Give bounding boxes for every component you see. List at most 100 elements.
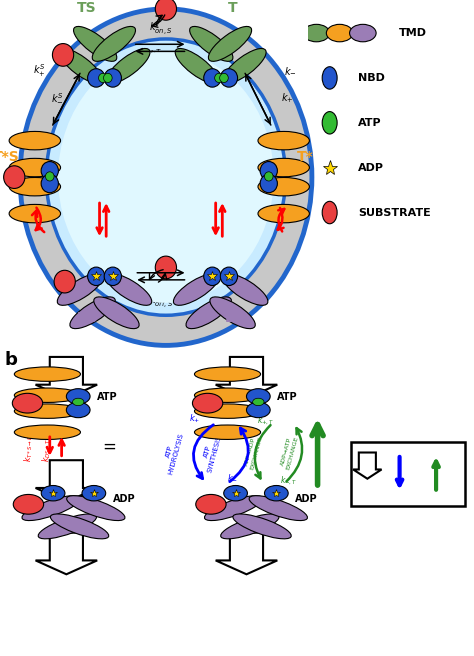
Ellipse shape bbox=[9, 131, 61, 150]
Polygon shape bbox=[216, 533, 277, 574]
Circle shape bbox=[46, 172, 54, 181]
Circle shape bbox=[66, 389, 90, 404]
Ellipse shape bbox=[57, 274, 103, 305]
Ellipse shape bbox=[173, 274, 219, 305]
Text: ATP→ADP
EXCHANGE: ATP→ADP EXCHANGE bbox=[244, 434, 263, 470]
Text: =: = bbox=[384, 461, 397, 476]
Text: ADP: ADP bbox=[113, 494, 136, 504]
Ellipse shape bbox=[73, 26, 117, 62]
Circle shape bbox=[4, 166, 25, 188]
Ellipse shape bbox=[175, 49, 219, 83]
Ellipse shape bbox=[9, 205, 61, 223]
Ellipse shape bbox=[249, 496, 308, 521]
Circle shape bbox=[215, 73, 223, 83]
Circle shape bbox=[155, 256, 176, 279]
Text: T: T bbox=[228, 1, 237, 15]
Circle shape bbox=[104, 69, 121, 87]
Ellipse shape bbox=[194, 404, 261, 419]
Text: $k_{-}$: $k_{-}$ bbox=[227, 472, 238, 482]
Circle shape bbox=[12, 394, 43, 413]
Ellipse shape bbox=[9, 178, 61, 196]
Ellipse shape bbox=[94, 297, 139, 329]
Ellipse shape bbox=[210, 297, 255, 329]
Ellipse shape bbox=[209, 26, 252, 62]
Ellipse shape bbox=[221, 514, 279, 539]
Circle shape bbox=[204, 69, 221, 87]
Ellipse shape bbox=[46, 39, 285, 316]
Text: ADP: ADP bbox=[295, 494, 318, 504]
Circle shape bbox=[54, 270, 75, 293]
Circle shape bbox=[41, 485, 65, 501]
Text: ADP: ADP bbox=[358, 163, 384, 173]
Ellipse shape bbox=[258, 205, 310, 223]
Ellipse shape bbox=[223, 49, 266, 83]
Ellipse shape bbox=[106, 274, 152, 305]
Circle shape bbox=[246, 389, 270, 404]
Ellipse shape bbox=[20, 9, 312, 345]
Text: -: - bbox=[415, 461, 421, 476]
Ellipse shape bbox=[58, 51, 273, 303]
Text: $k_{-}$: $k_{-}$ bbox=[283, 66, 296, 76]
Circle shape bbox=[41, 174, 58, 193]
Ellipse shape bbox=[59, 49, 102, 83]
FancyBboxPatch shape bbox=[351, 441, 465, 506]
Ellipse shape bbox=[233, 514, 291, 539]
Text: ATP: ATP bbox=[97, 392, 118, 402]
Text: NBD: NBD bbox=[358, 73, 385, 83]
Circle shape bbox=[224, 485, 247, 501]
Ellipse shape bbox=[14, 388, 81, 402]
Text: $k_{on,S}^{T}$: $k_{on,S}^{T}$ bbox=[149, 20, 173, 38]
Circle shape bbox=[103, 73, 112, 83]
Circle shape bbox=[88, 267, 105, 285]
Ellipse shape bbox=[194, 367, 261, 381]
Ellipse shape bbox=[186, 297, 231, 329]
Text: =: = bbox=[102, 438, 116, 455]
Ellipse shape bbox=[92, 26, 136, 62]
Text: $k_{off,S}^{D}$: $k_{off,S}^{D}$ bbox=[149, 293, 173, 311]
Text: $k_{-,T}$: $k_{-,T}$ bbox=[280, 475, 297, 487]
Circle shape bbox=[53, 43, 73, 66]
Ellipse shape bbox=[70, 297, 115, 329]
Ellipse shape bbox=[350, 24, 376, 42]
Text: ADP→ATP
EXCHANGE: ADP→ATP EXCHANGE bbox=[280, 434, 299, 470]
Text: b: b bbox=[5, 351, 18, 369]
Ellipse shape bbox=[204, 496, 263, 521]
Text: DS: DS bbox=[77, 312, 99, 325]
Text: $k_{T*S\to DS}$: $k_{T*S\to DS}$ bbox=[23, 430, 35, 462]
Text: $k_{+}$: $k_{+}$ bbox=[189, 413, 200, 425]
Circle shape bbox=[196, 495, 226, 514]
Circle shape bbox=[264, 172, 273, 181]
Text: $k_{+}^{S}$: $k_{+}^{S}$ bbox=[33, 62, 46, 79]
Text: $k_{on,S}^{D}$: $k_{on,S}^{D}$ bbox=[149, 250, 173, 268]
Text: $k_{off,S}^{T}$: $k_{off,S}^{T}$ bbox=[149, 48, 173, 66]
Ellipse shape bbox=[38, 514, 97, 539]
Ellipse shape bbox=[303, 24, 330, 42]
Polygon shape bbox=[36, 533, 97, 574]
Circle shape bbox=[220, 267, 237, 285]
Polygon shape bbox=[216, 357, 277, 399]
Circle shape bbox=[322, 201, 337, 224]
Circle shape bbox=[204, 267, 221, 285]
Text: TMD: TMD bbox=[399, 28, 428, 38]
Text: TS: TS bbox=[76, 1, 96, 15]
Ellipse shape bbox=[190, 26, 233, 62]
Circle shape bbox=[246, 402, 270, 418]
Ellipse shape bbox=[194, 388, 261, 402]
Ellipse shape bbox=[222, 274, 268, 305]
Circle shape bbox=[155, 0, 176, 20]
Text: $k_{+}$: $k_{+}$ bbox=[282, 91, 294, 105]
Ellipse shape bbox=[50, 514, 109, 539]
Circle shape bbox=[253, 398, 264, 405]
Ellipse shape bbox=[194, 425, 261, 440]
Circle shape bbox=[192, 394, 223, 413]
Circle shape bbox=[260, 174, 277, 193]
Circle shape bbox=[219, 73, 228, 83]
Polygon shape bbox=[36, 461, 97, 502]
Text: ATP: ATP bbox=[358, 118, 382, 128]
Ellipse shape bbox=[258, 131, 310, 150]
Circle shape bbox=[220, 69, 237, 87]
Polygon shape bbox=[36, 357, 97, 399]
Ellipse shape bbox=[14, 367, 81, 381]
Ellipse shape bbox=[22, 496, 80, 521]
Circle shape bbox=[260, 161, 277, 180]
